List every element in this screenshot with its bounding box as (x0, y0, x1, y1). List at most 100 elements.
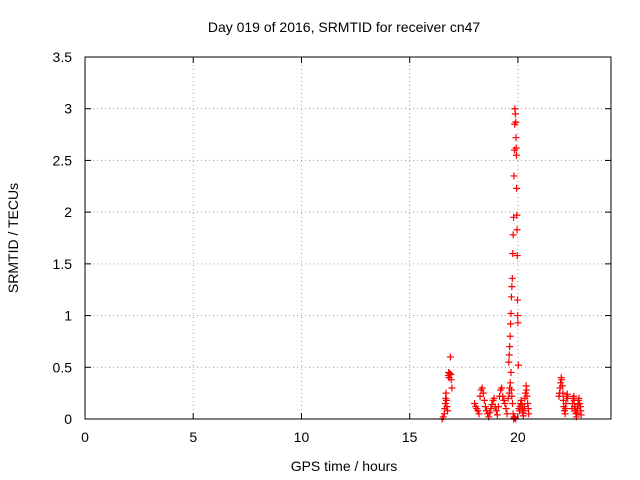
data-point (525, 410, 533, 418)
data-point (474, 407, 482, 415)
data-point (480, 396, 488, 404)
axis-ticks (84, 56, 611, 420)
data-point (502, 405, 510, 413)
y-tick-label: 2 (64, 204, 72, 220)
data-point (557, 379, 565, 387)
data-point (475, 410, 483, 418)
y-tick-label: 0 (64, 411, 72, 427)
data-point (512, 151, 520, 159)
data-point (447, 376, 455, 384)
data-point (521, 389, 529, 397)
data-point (512, 118, 520, 126)
data-point (509, 399, 517, 407)
data-point (503, 410, 511, 418)
tick-labels: 0 5 10 15 20 0 0.5 1 1.5 2 2.5 3 3.5 (53, 49, 526, 445)
data-point (558, 382, 566, 390)
data-point (513, 211, 521, 219)
data-point (513, 296, 521, 304)
data-point (517, 396, 525, 404)
data-point (509, 231, 517, 239)
data-point (509, 250, 517, 258)
data-point (523, 392, 531, 400)
y-tick-label: 1.5 (53, 256, 73, 272)
grid-lines (85, 57, 611, 419)
data-point (513, 184, 521, 192)
data-point (514, 361, 522, 369)
data-point (558, 376, 566, 384)
x-tick-label: 20 (510, 429, 526, 445)
data-point (444, 407, 452, 415)
x-tick-label: 5 (189, 429, 197, 445)
y-tick-label: 0.5 (53, 359, 73, 375)
data-point (562, 399, 570, 407)
data-point (498, 384, 506, 392)
data-point (514, 319, 522, 327)
data-point (490, 394, 498, 402)
data-point (511, 414, 519, 422)
data-point (493, 411, 501, 419)
y-axis-label: SRMTID / TECUs (5, 183, 21, 293)
data-point (511, 110, 519, 118)
data-point (517, 399, 525, 407)
data-point (494, 403, 502, 411)
data-point (492, 407, 500, 415)
data-point (501, 399, 509, 407)
data-point (505, 351, 513, 359)
data-point (442, 389, 450, 397)
data-point (508, 392, 516, 400)
data-point (577, 411, 585, 419)
data-point (446, 369, 454, 377)
data-point (576, 399, 584, 407)
data-point (506, 379, 514, 387)
y-tick-label: 3 (64, 101, 72, 117)
data-point (520, 403, 528, 411)
data-point (523, 386, 531, 394)
data-point (446, 353, 454, 361)
data-point (506, 343, 514, 351)
x-tick-label: 10 (294, 429, 310, 445)
data-point (487, 405, 495, 413)
data-point (514, 312, 522, 320)
data-points (438, 105, 585, 423)
plot-frame (84, 56, 612, 420)
data-point (471, 399, 479, 407)
data-point (513, 252, 521, 260)
data-point (507, 320, 515, 328)
data-point (508, 274, 516, 282)
data-point (442, 396, 450, 404)
data-point (559, 389, 567, 397)
data-point (508, 283, 516, 291)
data-point (507, 310, 515, 318)
data-point (507, 368, 515, 376)
data-point (519, 412, 527, 420)
data-point (500, 396, 508, 404)
x-tick-label: 0 (81, 429, 89, 445)
x-axis-label: GPS time / hours (291, 458, 398, 474)
data-point (479, 389, 487, 397)
data-point (512, 144, 520, 152)
chart-title: Day 019 of 2016, SRMTID for receiver cn4… (208, 19, 481, 35)
data-point (476, 392, 484, 400)
data-point (443, 403, 451, 411)
data-point (505, 358, 513, 366)
y-tick-label: 1 (64, 308, 72, 324)
data-point (481, 403, 489, 411)
y-tick-label: 3.5 (53, 49, 73, 65)
data-point (510, 172, 518, 180)
data-point (507, 293, 515, 301)
data-point (507, 386, 515, 394)
data-point (486, 409, 494, 417)
data-point (512, 134, 520, 142)
data-point (478, 384, 486, 392)
data-point (575, 394, 583, 402)
data-point (506, 332, 514, 340)
data-point (448, 384, 456, 392)
x-tick-label: 15 (402, 429, 418, 445)
y-tick-label: 2.5 (53, 152, 73, 168)
data-point (513, 226, 521, 234)
data-point (504, 394, 512, 402)
data-point (573, 409, 581, 417)
data-point (524, 399, 532, 407)
data-point (499, 392, 507, 400)
